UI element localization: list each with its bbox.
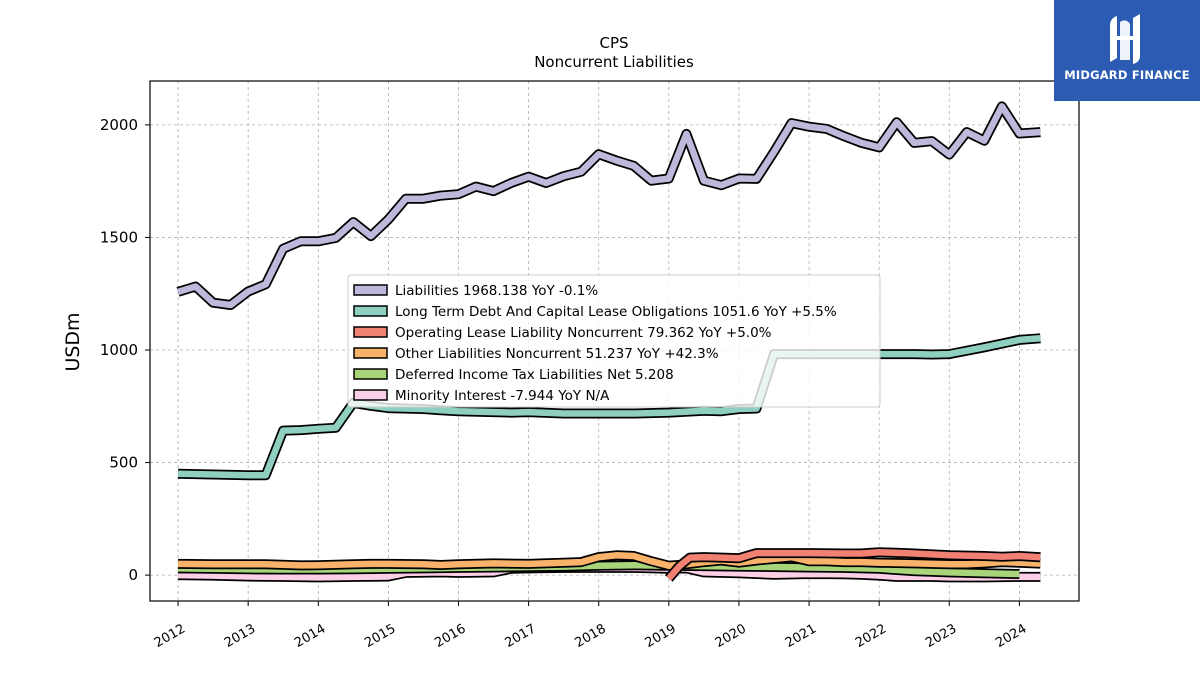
x-tick-label: 2021 [783,621,819,651]
x-tick-label: 2022 [853,621,889,651]
series-liabilities [176,101,1041,310]
legend-item: Minority Interest -7.944 YoY N/A [353,388,610,404]
series-line [177,552,1041,569]
x-tick-label: 2018 [573,621,609,651]
x-tick-label: 2015 [362,621,398,651]
legend-label: Deferred Income Tax Liabilities Net 5.20… [395,367,674,383]
x-tick-label: 2024 [993,621,1029,651]
legend-label: Minority Interest -7.944 YoY N/A [395,388,610,404]
legend-swatch [353,347,388,359]
legend-label: Operating Lease Liability Noncurrent 79.… [395,325,772,341]
legend-item: Liabilities 1968.138 YoY -0.1% [353,283,598,299]
y-tick-label: 2000 [100,116,138,134]
legend-swatch [353,368,388,380]
plot-frame [149,80,1080,602]
y-tick-label: 1500 [100,228,138,246]
series-line [666,548,1041,581]
legend-label: Long Term Debt And Capital Lease Obligat… [395,304,837,320]
legend-item: Other Liabilities Noncurrent 51.237 YoY … [353,346,719,362]
y-tick-label: 1000 [100,341,138,359]
legend-label: Other Liabilities Noncurrent 51.237 YoY … [395,346,719,362]
x-axis: 2012 2013 2014 2015 2016 2017 2018 2019 2020 2021… [152,601,1029,651]
series-line [177,103,1041,309]
y-axis: 0 500 1000 1500 2000 [100,116,150,584]
x-tick-label: 2012 [152,621,188,651]
brand-logo: MIDGARD FINANCE [1054,0,1200,101]
legend-item: Deferred Income Tax Liabilities Net 5.20… [353,367,674,383]
x-tick-label: 2023 [923,621,959,651]
legend-swatch [353,305,388,317]
legend: Liabilities 1968.138 YoY -0.1% Long Term … [347,274,881,408]
legend-swatch [353,389,388,401]
legend-item: Operating Lease Liability Noncurrent 79.… [353,325,772,341]
series-other-liabilities-noncurrent [177,550,1041,571]
series-layer [176,101,1041,583]
series-line [177,335,1041,479]
chart-title: CPS [599,34,628,52]
legend-swatch [353,284,388,296]
x-tick-label: 2014 [292,621,328,651]
chart-subtitle: Noncurrent Liabilities [534,53,694,71]
legend-swatch [353,326,388,338]
y-tick-label: 0 [128,566,138,584]
brand-name: MIDGARD FINANCE [1064,68,1190,82]
legend-item: Long Term Debt And Capital Lease Obligat… [353,304,837,320]
x-tick-label: 2016 [432,621,468,651]
y-tick-label: 500 [109,454,138,472]
x-tick-label: 2013 [222,621,258,651]
series-operating-lease-liability-noncurrent [664,547,1041,582]
midgard-logo-icon [1110,14,1140,64]
legend-label: Liabilities 1968.138 YoY -0.1% [395,283,598,299]
x-tick-label: 2019 [643,621,679,651]
x-tick-label: 2017 [502,621,538,651]
legend-box [347,274,881,408]
series-long-term-debt-and-capital-lease-obligations [177,333,1041,481]
x-tick-label: 2020 [713,621,749,651]
y-axis-label: USDm [62,312,84,371]
